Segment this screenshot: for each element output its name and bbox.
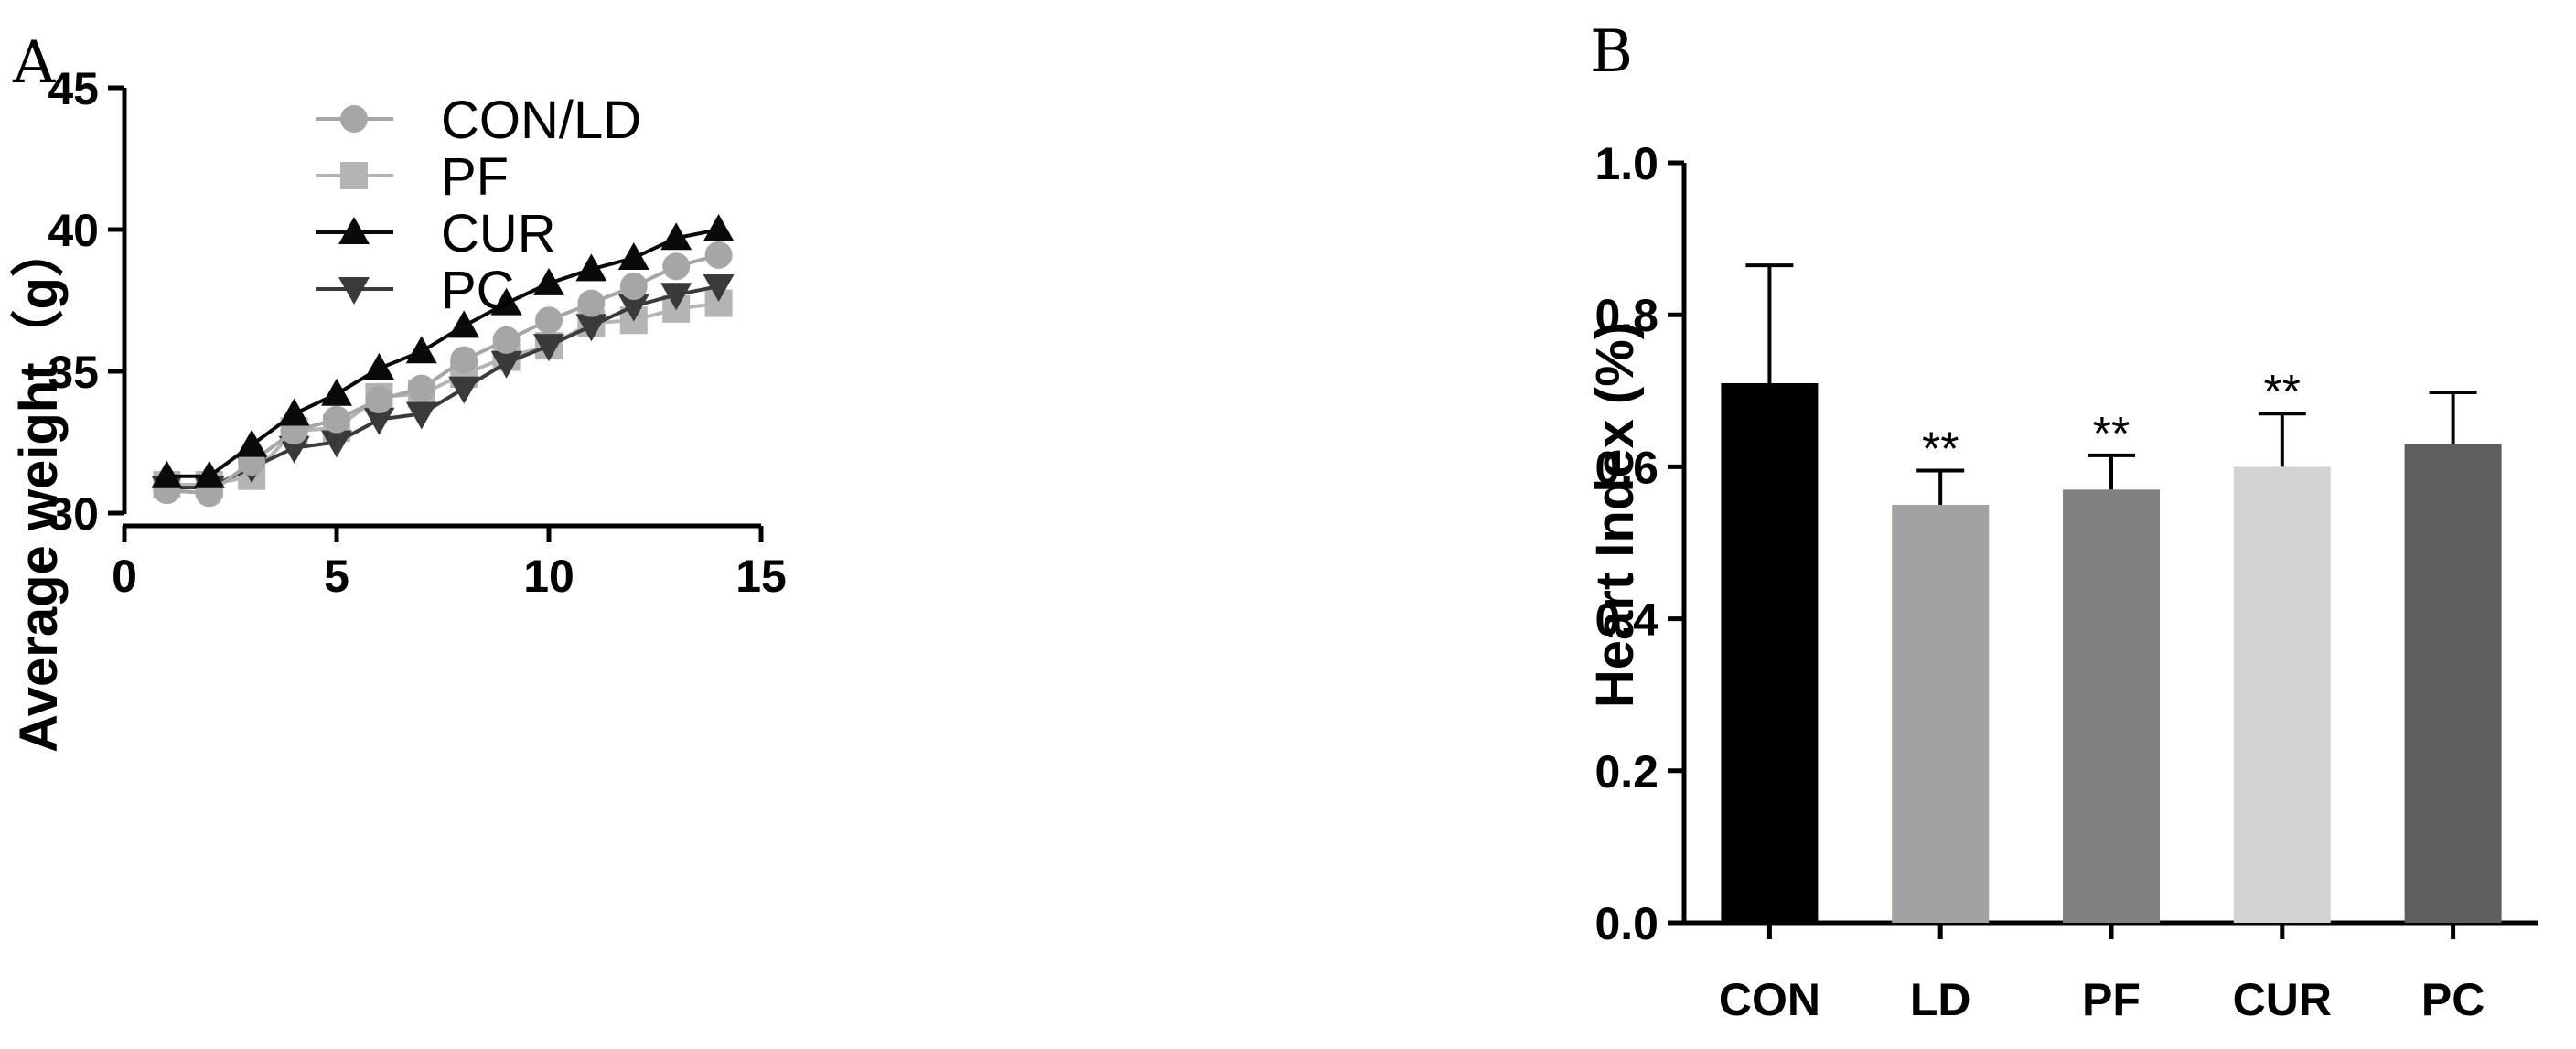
data-point-con-ld bbox=[577, 289, 606, 317]
panel-b-y-tick-label: 1.0 bbox=[1594, 138, 1658, 189]
significance-label-ld: ** bbox=[1922, 423, 1959, 476]
data-point-cur bbox=[363, 352, 395, 380]
panel-b-bar-chart: 0.0 0.2 0.4 0.6 0.8 1.0 CON LD ** PF ** CUR ** PC bbox=[1594, 138, 2538, 1025]
data-point-pc bbox=[660, 283, 692, 311]
data-point-pc bbox=[533, 334, 564, 362]
legend-label-pf: PF bbox=[441, 147, 509, 207]
data-point-cur bbox=[575, 253, 607, 282]
bar-cur bbox=[2233, 466, 2331, 923]
data-point-pc bbox=[617, 294, 649, 322]
panel-b-y-tick-label: 0.2 bbox=[1594, 746, 1658, 797]
data-point-con-ld bbox=[492, 326, 521, 354]
data-point-con-ld bbox=[365, 386, 393, 413]
data-point-con-ld bbox=[407, 374, 435, 402]
data-point-cur bbox=[236, 429, 268, 457]
data-point-cur bbox=[490, 287, 522, 316]
data-point-cur bbox=[193, 460, 225, 488]
significance-label-pf: ** bbox=[2093, 408, 2130, 461]
category-label-ld: LD bbox=[1910, 974, 1971, 1025]
legend-marker-pf bbox=[340, 162, 368, 189]
panel-b-y-tick-label: 0.0 bbox=[1594, 898, 1658, 949]
data-point-pc bbox=[405, 401, 437, 430]
data-point-cur bbox=[405, 336, 437, 364]
data-point-con-ld bbox=[619, 273, 648, 300]
panel-a-x-tick-label: 10 bbox=[523, 551, 574, 602]
data-point-cur bbox=[151, 460, 183, 488]
panel-a-y-tick-label: 45 bbox=[48, 63, 99, 114]
panel-a-x-tick-label: 0 bbox=[112, 551, 137, 602]
data-point-cur bbox=[703, 214, 735, 241]
panel-b-y-tick-label: 0.8 bbox=[1594, 290, 1658, 341]
data-point-cur bbox=[660, 222, 692, 251]
panel-a-letter: A bbox=[12, 29, 56, 97]
legend-marker-cur bbox=[338, 217, 370, 244]
data-point-pc bbox=[363, 407, 395, 435]
data-point-con-ld bbox=[450, 346, 478, 374]
data-point-con-ld bbox=[662, 252, 691, 281]
legend-label-cur: CUR bbox=[441, 204, 556, 263]
data-point-cur bbox=[278, 398, 310, 426]
data-point-con-ld bbox=[323, 405, 350, 434]
legend-label-pc: PC bbox=[441, 261, 515, 320]
panel-a-y-tick-label: 35 bbox=[48, 347, 99, 398]
category-label-pf: PF bbox=[2082, 974, 2141, 1025]
panel-b-y-axis-title: Heart Index (%) bbox=[1585, 322, 1645, 708]
data-point-cur bbox=[533, 267, 564, 295]
legend-marker-pc bbox=[338, 277, 370, 305]
panel-a-y-axis-title: Average weight（g） bbox=[9, 224, 69, 753]
data-point-pc bbox=[278, 435, 310, 464]
data-point-pc bbox=[448, 376, 480, 404]
data-point-con-ld bbox=[535, 306, 563, 335]
category-label-cur: CUR bbox=[2233, 974, 2332, 1025]
data-point-cur bbox=[448, 310, 480, 338]
legend-label-con-ld: CON/LD bbox=[441, 91, 641, 150]
panel-b-y-tick-label: 0.4 bbox=[1594, 594, 1658, 646]
data-point-pc bbox=[703, 274, 735, 302]
data-point-cur bbox=[617, 242, 649, 270]
panel-b-y-tick-label: 0.6 bbox=[1594, 442, 1658, 493]
bar-pf bbox=[2063, 489, 2160, 923]
data-point-pc bbox=[575, 314, 607, 342]
bar-ld bbox=[1892, 504, 1990, 923]
significance-label-cur: ** bbox=[2264, 366, 2301, 419]
category-label-pc: PC bbox=[2421, 974, 2485, 1025]
panel-a-y-tick-label: 40 bbox=[48, 205, 99, 256]
bar-pc bbox=[2404, 444, 2502, 924]
panel-a-x-tick-label: 5 bbox=[324, 551, 349, 602]
data-point-cur bbox=[321, 378, 352, 406]
panel-a-x-tick-label: 15 bbox=[735, 551, 787, 602]
data-point-pc bbox=[490, 350, 522, 379]
panel-a-y-tick-label: 30 bbox=[48, 488, 99, 540]
data-point-con-ld bbox=[704, 241, 733, 269]
data-point-pc bbox=[321, 430, 352, 458]
legend-marker-con-ld bbox=[340, 105, 368, 133]
category-label-con: CON bbox=[1719, 974, 1820, 1025]
panel-b-letter: B bbox=[1590, 18, 1633, 86]
bar-con bbox=[1721, 382, 1819, 923]
